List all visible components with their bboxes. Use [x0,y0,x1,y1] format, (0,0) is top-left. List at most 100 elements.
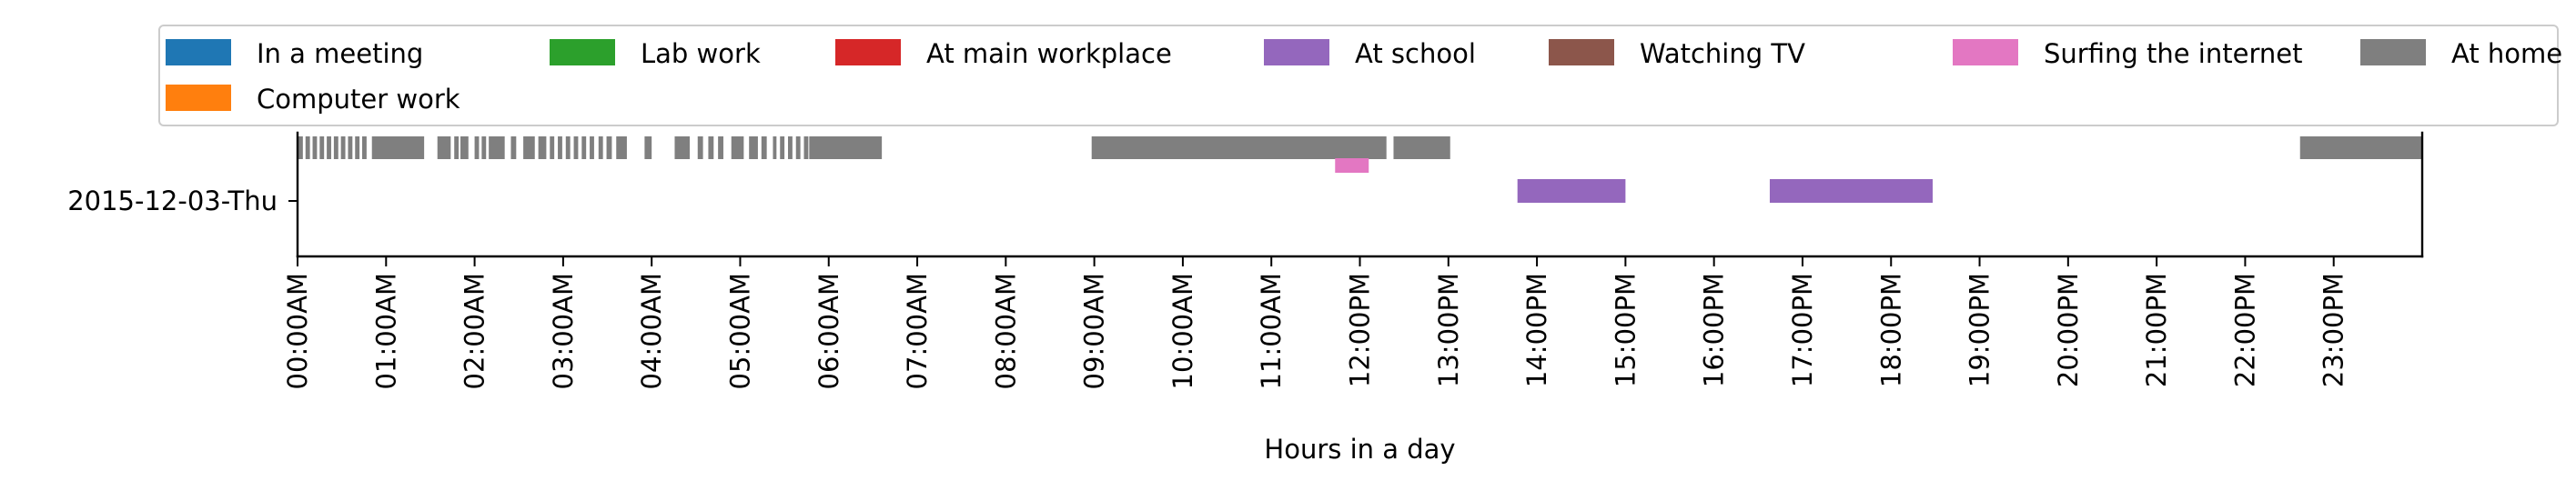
x-tick-label: 04:00AM [636,273,667,389]
bar-at-home [773,136,777,159]
legend-item-in-a-meeting: In a meeting [166,38,423,69]
x-tick-label: 09:00AM [1079,273,1110,389]
bar-at-home [788,136,793,159]
x-axis-label: Hours in a day [1264,434,1455,465]
legend-swatch [835,39,901,65]
bar-at-home [598,136,603,159]
bar-at-home [437,136,451,159]
bar-at-home [761,136,767,159]
bar-at-home [550,136,555,159]
bar-at-home [2299,136,2422,159]
legend-label: Watching TV [1640,38,1805,69]
legend-item-at-school: At school [1264,38,1476,69]
legend-label: At main workplace [926,38,1172,69]
legend-label: At school [1355,38,1476,69]
x-tick-label: 12:00PM [1345,273,1376,387]
bar-at-home [697,136,703,159]
x-tick-label: 16:00PM [1699,273,1730,387]
bar-at-home [319,136,325,159]
bar-at-home [454,136,460,159]
legend-swatch [166,85,231,111]
x-tick-label: 05:00AM [725,273,756,389]
bar-at-home [460,136,469,159]
bar-at-home [474,136,480,159]
x-tick-label: 03:00AM [548,273,579,389]
bar-at-home [362,136,367,159]
bar-at-home [795,136,801,159]
x-tick-label: 10:00AM [1167,273,1198,389]
legend-item-watching-tv: Watching TV [1549,38,1805,69]
bar-at-home [590,136,594,159]
bar-at-home [581,136,587,159]
bar-at-home [708,136,714,159]
bar-at-home [606,136,612,159]
bar-at-home [803,136,809,159]
x-tick-label: 13:00PM [1433,273,1464,387]
legend-item-at-home: At home [2360,38,2562,69]
x-tick-label: 17:00PM [1787,273,1818,387]
bar-at-home [1393,136,1450,159]
bar-at-home [510,136,517,159]
legend-swatch [166,39,231,65]
row-label: 2015-12-03-Thu [67,185,278,216]
x-tick-label: 01:00AM [370,273,401,389]
x-tick-label: 02:00AM [460,273,490,389]
bar-at-home [523,136,535,159]
x-tick-label: 19:00PM [1965,273,1995,387]
legend-swatch [2360,39,2426,65]
legend-swatch [550,39,615,65]
x-tick-label: 20:00PM [2053,273,2084,387]
bar-at-home [780,136,785,159]
bar-at-school [1517,179,1626,203]
legend-label: Surfing the internet [2044,38,2302,69]
bar-at-home [731,136,744,159]
bar-at-home [573,136,579,159]
bar-at-home [558,136,562,159]
bar-at-home [333,136,338,159]
legend-swatch [1953,39,2018,65]
legend-swatch [1549,39,1614,65]
x-tick-label: 07:00AM [902,273,933,389]
bar-at-home [371,136,425,159]
bar-at-home [489,136,505,159]
bar-at-home [305,136,310,159]
x-tick-label: 00:00AM [282,273,313,389]
legend-item-computer-work: Computer work [166,84,460,115]
ticks-layer: 00:00AM 01:00AM 02:00AM 03:00AM 04:00AM 05:00… [282,256,2349,389]
bar-at-home [355,136,360,159]
x-tick-label: 23:00PM [2318,273,2349,387]
x-tick-label: 14:00PM [1521,273,1552,387]
bars-layer [298,136,2422,203]
bar-at-home [674,136,690,159]
x-tick-label: 21:00PM [2141,273,2172,387]
bar-at-home [809,136,883,159]
bar-at-home [327,136,331,159]
bar-at-home [644,136,652,159]
legend-item-at-main-workplace: At main workplace [835,38,1172,69]
legend-label: Lab work [641,38,761,69]
x-tick-label: 06:00AM [813,273,844,389]
bar-at-home [1091,136,1387,159]
x-tick-label: 22:00PM [2229,273,2260,387]
bar-at-home [538,136,547,159]
bar-at-home [348,136,353,159]
bar-at-home [298,136,303,159]
bar-surfing-the-internet [1335,158,1369,173]
legend-swatch [1264,39,1329,65]
bar-at-home [312,136,318,159]
bar-at-home [340,136,346,159]
bar-at-home [616,136,627,159]
legend: In a meeting Lab work At main workplace At … [158,25,2562,126]
x-tick-label: 08:00AM [990,273,1021,389]
legend-item-surfing-the-internet: Surfing the internet [1953,38,2302,69]
bar-at-home [565,136,571,159]
legend-label: At home [2451,38,2562,69]
legend-item-lab-work: Lab work [550,38,761,69]
bar-at-home [481,136,487,159]
legend-label: In a meeting [257,38,423,69]
bar-at-home [749,136,758,159]
bar-at-home [718,136,723,159]
x-tick-label: 15:00PM [1610,273,1641,387]
legend-label: Computer work [257,84,460,115]
